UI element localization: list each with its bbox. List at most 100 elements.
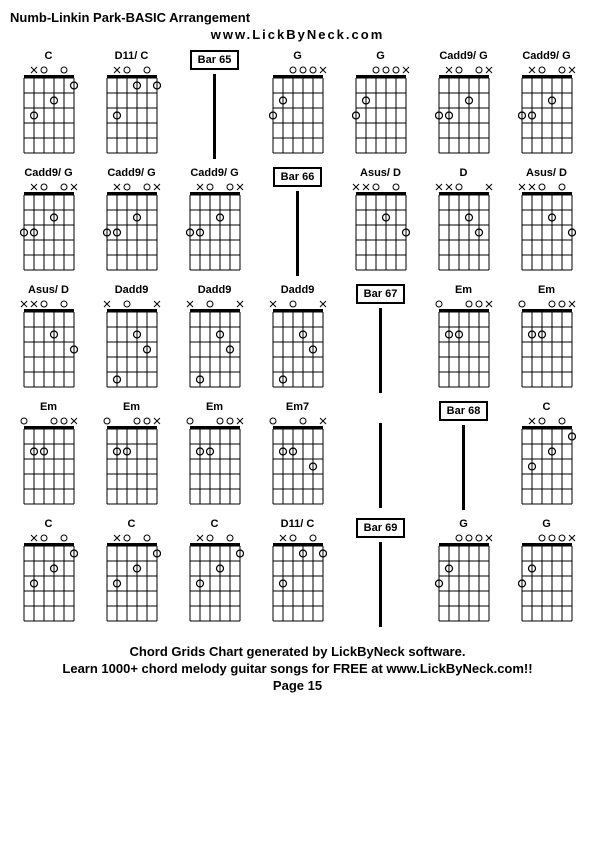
bar-line (213, 74, 216, 159)
chord-name: D (460, 167, 468, 179)
bar-marker: Bar 68 (425, 401, 502, 512)
chord-cell: Em (10, 401, 87, 512)
page-title: Numb-Linkin Park-BASIC Arrangement (10, 10, 585, 25)
chord-diagram-svg (352, 183, 410, 278)
chord-name: Cadd9/ G (24, 167, 72, 179)
chord-name: C (45, 518, 53, 530)
chord-diagram-svg (269, 300, 327, 395)
chord-cell: D (425, 167, 502, 278)
chord-diagram-svg (269, 66, 327, 161)
chord-diagram-svg (435, 183, 493, 278)
chord-diagram-svg (20, 66, 78, 161)
chord-cell: Em (93, 401, 170, 512)
page-footer: Chord Grids Chart generated by LickByNec… (10, 644, 585, 693)
chord-name: Asus/ D (526, 167, 567, 179)
chord-name: Dadd9 (198, 284, 232, 296)
chord-cell: Em (425, 284, 502, 395)
chord-cell: C (176, 518, 253, 629)
chord-diagram-svg (20, 417, 78, 512)
chord-name: G (459, 518, 468, 530)
chord-cell: Em7 (259, 401, 336, 512)
chord-name: G (293, 50, 302, 62)
chord-cell: D11/ C (93, 50, 170, 161)
chord-name: D11/ C (115, 50, 149, 62)
page-subtitle: www.LickByNeck.com (10, 27, 585, 42)
chord-cell: C (10, 50, 87, 161)
chord-cell: Asus/ D (342, 167, 419, 278)
chord-name: C (543, 401, 551, 413)
chord-diagram-svg (269, 417, 327, 512)
chord-cell: Cadd9/ G (425, 50, 502, 161)
chord-diagram-svg (518, 66, 576, 161)
bar-marker: Bar 65 (176, 50, 253, 161)
bar-line-only (342, 401, 419, 512)
chord-cell: Cadd9/ G (508, 50, 585, 161)
chord-diagram-svg (186, 534, 244, 629)
footer-line-1: Chord Grids Chart generated by LickByNec… (10, 644, 585, 659)
chord-diagram-svg (20, 300, 78, 395)
chord-name: Em (123, 401, 140, 413)
chord-cell: Dadd9 (93, 284, 170, 395)
chord-name: Asus/ D (28, 284, 69, 296)
bar-marker: Bar 66 (259, 167, 336, 278)
bar-line (379, 542, 382, 627)
chord-diagram-svg (435, 66, 493, 161)
chord-diagram-svg (518, 183, 576, 278)
chord-diagram-svg (186, 300, 244, 395)
chord-name: C (128, 518, 136, 530)
chord-diagram-svg (518, 417, 576, 512)
chord-diagram-svg (103, 417, 161, 512)
chord-cell: G (425, 518, 502, 629)
bar-label: Bar 68 (439, 401, 489, 421)
chord-diagram-svg (20, 183, 78, 278)
chord-diagram-svg (103, 183, 161, 278)
bar-line (379, 308, 382, 393)
chord-cell: G (259, 50, 336, 161)
chord-cell: G (342, 50, 419, 161)
chord-cell: C (508, 401, 585, 512)
chord-diagram-svg (186, 183, 244, 278)
chord-name: Cadd9/ G (522, 50, 570, 62)
bar-marker: Bar 67 (342, 284, 419, 395)
chord-name: C (45, 50, 53, 62)
chord-diagram-svg (518, 300, 576, 395)
chord-cell: Cadd9/ G (93, 167, 170, 278)
chord-cell: Cadd9/ G (176, 167, 253, 278)
chord-cell: D11/ C (259, 518, 336, 629)
chord-name: Dadd9 (115, 284, 149, 296)
chord-name: Em (40, 401, 57, 413)
chord-name: Em7 (286, 401, 309, 413)
chord-diagram-svg (103, 300, 161, 395)
chord-diagram-svg (435, 300, 493, 395)
chord-name: Asus/ D (360, 167, 401, 179)
chord-diagram-svg (352, 66, 410, 161)
bar-line (296, 191, 299, 276)
bar-marker: Bar 69 (342, 518, 419, 629)
chord-name: G (376, 50, 385, 62)
chord-diagram-svg (20, 534, 78, 629)
chord-name: Em (455, 284, 472, 296)
bar-line (462, 425, 465, 510)
chord-name: Em (206, 401, 223, 413)
chord-cell: Em (508, 284, 585, 395)
bar-label: Bar 66 (273, 167, 323, 187)
bar-label: Bar 65 (190, 50, 240, 70)
chord-name: C (211, 518, 219, 530)
chord-cell: C (10, 518, 87, 629)
chord-diagram-svg (269, 534, 327, 629)
chord-diagram-svg (435, 534, 493, 629)
chord-diagram-svg (103, 66, 161, 161)
chord-cell: Asus/ D (508, 167, 585, 278)
bar-label: Bar 67 (356, 284, 406, 304)
chord-cell: G (508, 518, 585, 629)
chord-diagram-svg (186, 417, 244, 512)
chord-diagram-svg (518, 534, 576, 629)
chord-name: Cadd9/ G (190, 167, 238, 179)
chord-name: Cadd9/ G (107, 167, 155, 179)
chord-cell: C (93, 518, 170, 629)
chord-name: Dadd9 (281, 284, 315, 296)
chord-cell: Dadd9 (176, 284, 253, 395)
chord-name: Cadd9/ G (439, 50, 487, 62)
chord-name: G (542, 518, 551, 530)
bar-line (379, 423, 382, 508)
